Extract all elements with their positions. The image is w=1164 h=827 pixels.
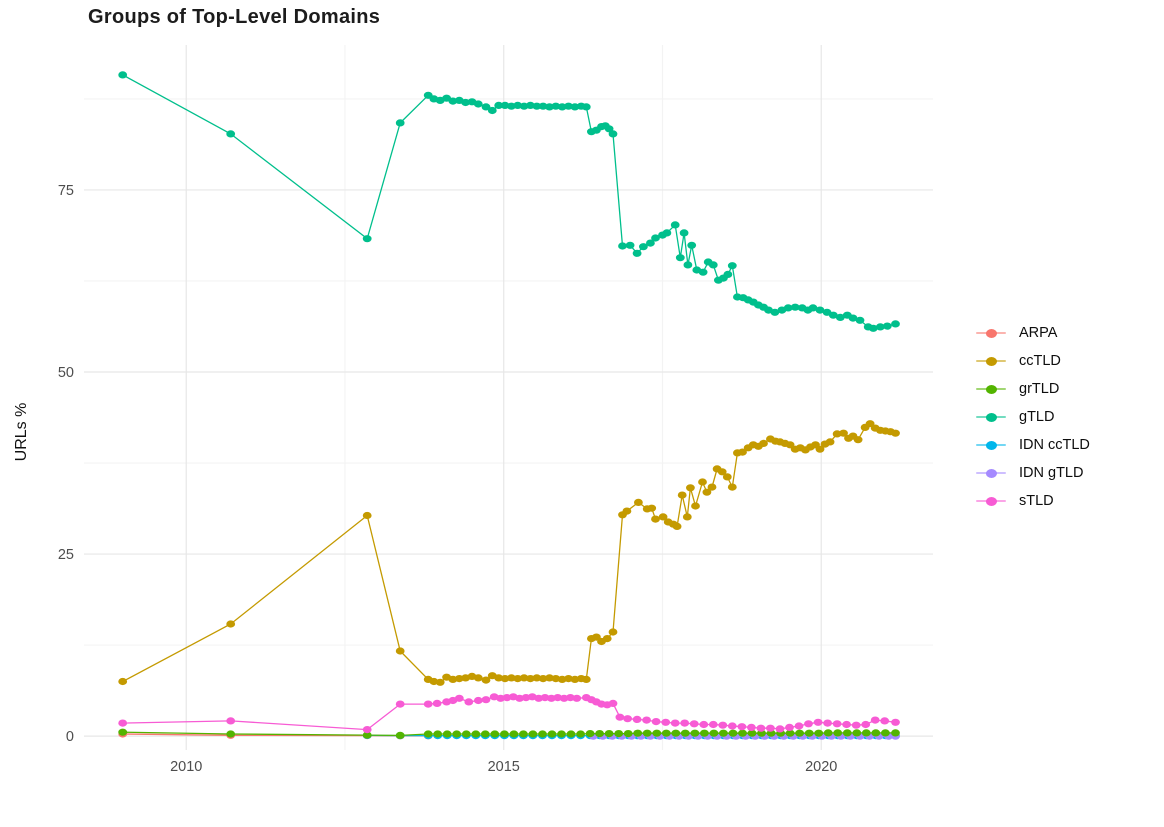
legend-label-grtld: grTLD	[1019, 381, 1060, 397]
legend-item-idn-cctld: IDN ccTLD	[976, 431, 1090, 459]
legend-label-idn-gtld: IDN gTLD	[1019, 465, 1084, 481]
legend-label-cctld: ccTLD	[1019, 353, 1061, 369]
svg-text:0: 0	[66, 729, 74, 745]
svg-text:75: 75	[58, 183, 74, 199]
svg-text:2020: 2020	[805, 759, 837, 775]
legend-key-idn-cctld-icon	[976, 438, 1006, 452]
legend-key-grtld-icon	[976, 382, 1006, 396]
legend-key-stld-icon	[976, 494, 1006, 508]
svg-text:2015: 2015	[488, 759, 520, 775]
legend-key-gtld-icon	[976, 410, 1006, 424]
legend-item-gtld: gTLD	[976, 403, 1090, 431]
legend-item-grtld: grTLD	[976, 375, 1090, 403]
legend-key-arpa-icon	[976, 326, 1006, 340]
y-axis-title: URLs %	[13, 402, 30, 462]
legend-label-stld: sTLD	[1019, 493, 1054, 509]
legend-item-arpa: ARPA	[976, 319, 1090, 347]
svg-text:50: 50	[58, 365, 74, 381]
legend-item-idn-gtld: IDN gTLD	[976, 459, 1090, 487]
svg-text:25: 25	[58, 547, 74, 563]
chart-title: Groups of Top-Level Domains	[88, 6, 381, 28]
legend-key-idn-gtld-icon	[976, 466, 1006, 480]
legend-key-cctld-icon	[976, 354, 1006, 368]
legend-label-gtld: gTLD	[1019, 409, 1055, 425]
legend-label-arpa: ARPA	[1019, 325, 1058, 341]
legend-item-cctld: ccTLD	[976, 347, 1090, 375]
svg-text:2010: 2010	[170, 759, 202, 775]
legend-item-stld: sTLD	[976, 487, 1090, 515]
legend: ARPA ccTLD grTLD gTLD IDN ccTLD IDN gTLD…	[976, 319, 1090, 515]
legend-label-idn-cctld: IDN ccTLD	[1019, 437, 1090, 453]
